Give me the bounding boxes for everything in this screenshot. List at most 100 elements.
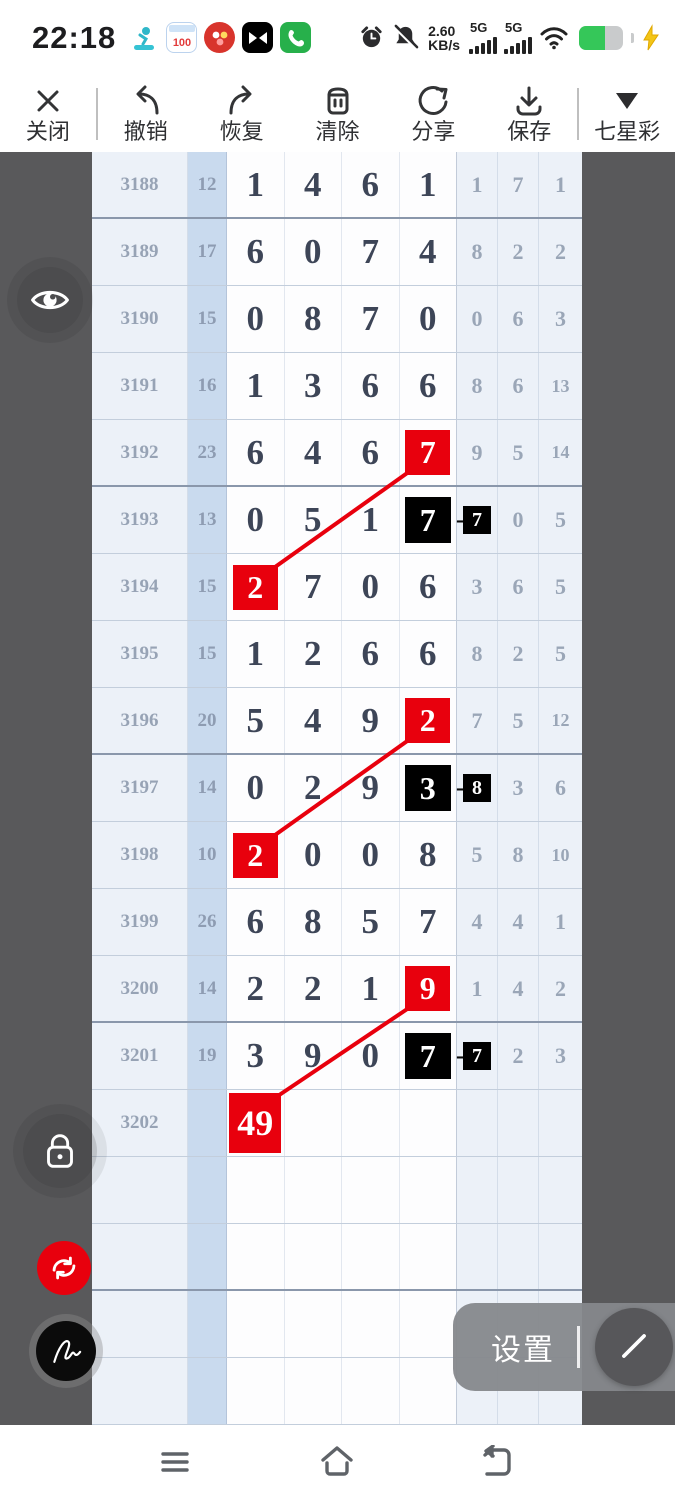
highlight-red-cell: 49 xyxy=(229,1093,282,1153)
table-row: 3188 12 1 4 6 1 1 7 1 xyxy=(92,152,582,219)
line-tool-button[interactable] xyxy=(595,1308,673,1386)
table-cell: 6 xyxy=(498,554,539,620)
share-button[interactable]: 分享 xyxy=(385,75,481,152)
table-cell: 3 xyxy=(498,755,539,821)
sum-cell: 14 xyxy=(188,755,227,821)
period-cell: 3200 xyxy=(92,956,188,1021)
table-cell: 14 xyxy=(539,420,582,485)
close-button[interactable]: 关闭 xyxy=(0,75,96,152)
table-cell: 1 xyxy=(227,621,285,687)
table-row: 3199 26 6 8 5 7 4 4 1 xyxy=(92,889,582,956)
table-cell xyxy=(342,1291,400,1357)
table-cell xyxy=(399,1291,457,1357)
table-row xyxy=(92,1157,582,1224)
lottery-table: 3188 12 1 4 6 1 1 7 1 3189 17 6 0 7 4 8 2 2 3190 15 0 8 7 0 0 6 3 3… xyxy=(92,152,582,1425)
highlight-black-cell: 3 xyxy=(404,765,451,811)
table-cell: 6 xyxy=(227,889,285,955)
highlight-black-cell: 7 xyxy=(404,1033,451,1079)
table-row: 3195 15 1 2 6 6 8 2 5 xyxy=(92,621,582,688)
sum-cell: 15 xyxy=(188,286,227,352)
table-cell: 3 xyxy=(539,286,582,352)
redo-button[interactable]: 恢复 xyxy=(194,75,290,152)
sum-cell: 12 xyxy=(188,152,227,217)
undo-button[interactable]: 撤销 xyxy=(98,75,194,152)
table-cell xyxy=(498,1090,539,1156)
table-cell xyxy=(284,1224,342,1289)
table-cell: 7- xyxy=(399,1023,464,1089)
highlight-red-cell: 2 xyxy=(232,832,278,878)
table-cell: 6 xyxy=(227,219,285,285)
table-cell: 4 xyxy=(284,152,342,217)
lock-button[interactable] xyxy=(23,1114,97,1188)
highlight-red-cell: 7 xyxy=(405,430,451,475)
back-button[interactable] xyxy=(473,1439,521,1487)
capcut-icon xyxy=(242,22,274,53)
charging-bolt-icon xyxy=(643,23,659,50)
table-cell: 2 xyxy=(498,219,539,285)
table-cell xyxy=(284,1157,342,1223)
table-cell: 8 xyxy=(399,822,457,888)
table-cell: 7 xyxy=(399,889,457,955)
mute-icon xyxy=(393,24,419,51)
table-cell: 0 xyxy=(399,286,457,352)
table-cell: 9 xyxy=(399,956,457,1021)
wifi-icon xyxy=(540,26,568,49)
table-cell: 0 xyxy=(227,286,285,352)
pair-joiner: - xyxy=(456,1043,464,1069)
table-cell xyxy=(539,1224,582,1289)
period-cell xyxy=(92,1157,188,1223)
period-cell: 3191 xyxy=(92,353,188,419)
table-cell: 1 xyxy=(342,956,400,1021)
refresh-button[interactable] xyxy=(37,1241,91,1295)
table-cell xyxy=(227,1157,285,1223)
sum-cell xyxy=(188,1291,227,1357)
table-cell: 1 xyxy=(342,487,400,553)
notification-icons: 100 xyxy=(128,22,312,53)
period-cell xyxy=(92,1291,188,1357)
table-row xyxy=(92,1358,582,1425)
sum-cell: 16 xyxy=(188,353,227,419)
sum-cell xyxy=(188,1157,227,1223)
chart-stage: 3188 12 1 4 6 1 1 7 1 3189 17 6 0 7 4 8 2 2 3190 15 0 8 7 0 0 6 3 3… xyxy=(0,152,675,1425)
save-button[interactable]: 保存 xyxy=(481,75,577,152)
signal-bars-icon xyxy=(469,35,497,54)
period-cell: 3198 xyxy=(92,822,188,888)
table-cell: 6 xyxy=(399,621,457,687)
clear-button[interactable]: 清除 xyxy=(290,75,386,152)
period-cell: 3190 xyxy=(92,286,188,352)
period-cell: 3197 xyxy=(92,755,188,821)
table-cell xyxy=(284,1358,342,1424)
alarm-icon xyxy=(361,26,382,48)
visibility-button[interactable] xyxy=(17,267,83,333)
undo-icon xyxy=(129,84,163,118)
table-cell: 9 xyxy=(342,755,400,821)
draw-button[interactable] xyxy=(36,1321,96,1381)
highlight-red-cell: 2 xyxy=(405,698,451,743)
calendar-100-icon: 100 xyxy=(166,22,198,53)
navigation-bar xyxy=(0,1425,675,1500)
period-cell: 3193 xyxy=(92,487,188,553)
table-cell: 6 xyxy=(498,286,539,352)
highlight-black-cell: 8 xyxy=(463,774,491,802)
table-cell: 0 xyxy=(498,487,539,553)
table-cell: 7 xyxy=(498,152,539,217)
table-cell xyxy=(457,1224,498,1289)
table-cell: 5 xyxy=(284,487,342,553)
highlight-black-cell: 7 xyxy=(404,497,451,543)
recents-button[interactable] xyxy=(151,1439,199,1487)
lock-icon xyxy=(37,1128,83,1174)
table-cell: 7- xyxy=(399,487,464,553)
share-icon xyxy=(417,84,449,118)
table-row: 3200 14 2 2 1 9 1 4 2 xyxy=(92,956,582,1023)
table-cell xyxy=(399,1358,457,1424)
table-cell: 0 xyxy=(342,1023,400,1089)
lottery-type-selector[interactable]: 七星彩 xyxy=(579,75,675,152)
sum-cell xyxy=(188,1358,227,1424)
table-cell: 2 xyxy=(227,554,285,620)
table-cell: 4 xyxy=(498,956,539,1021)
table-cell: 7 xyxy=(457,1023,498,1089)
home-button[interactable] xyxy=(313,1439,361,1487)
settings-label[interactable]: 设置 xyxy=(491,1334,555,1367)
table-cell: 1 xyxy=(457,152,498,217)
